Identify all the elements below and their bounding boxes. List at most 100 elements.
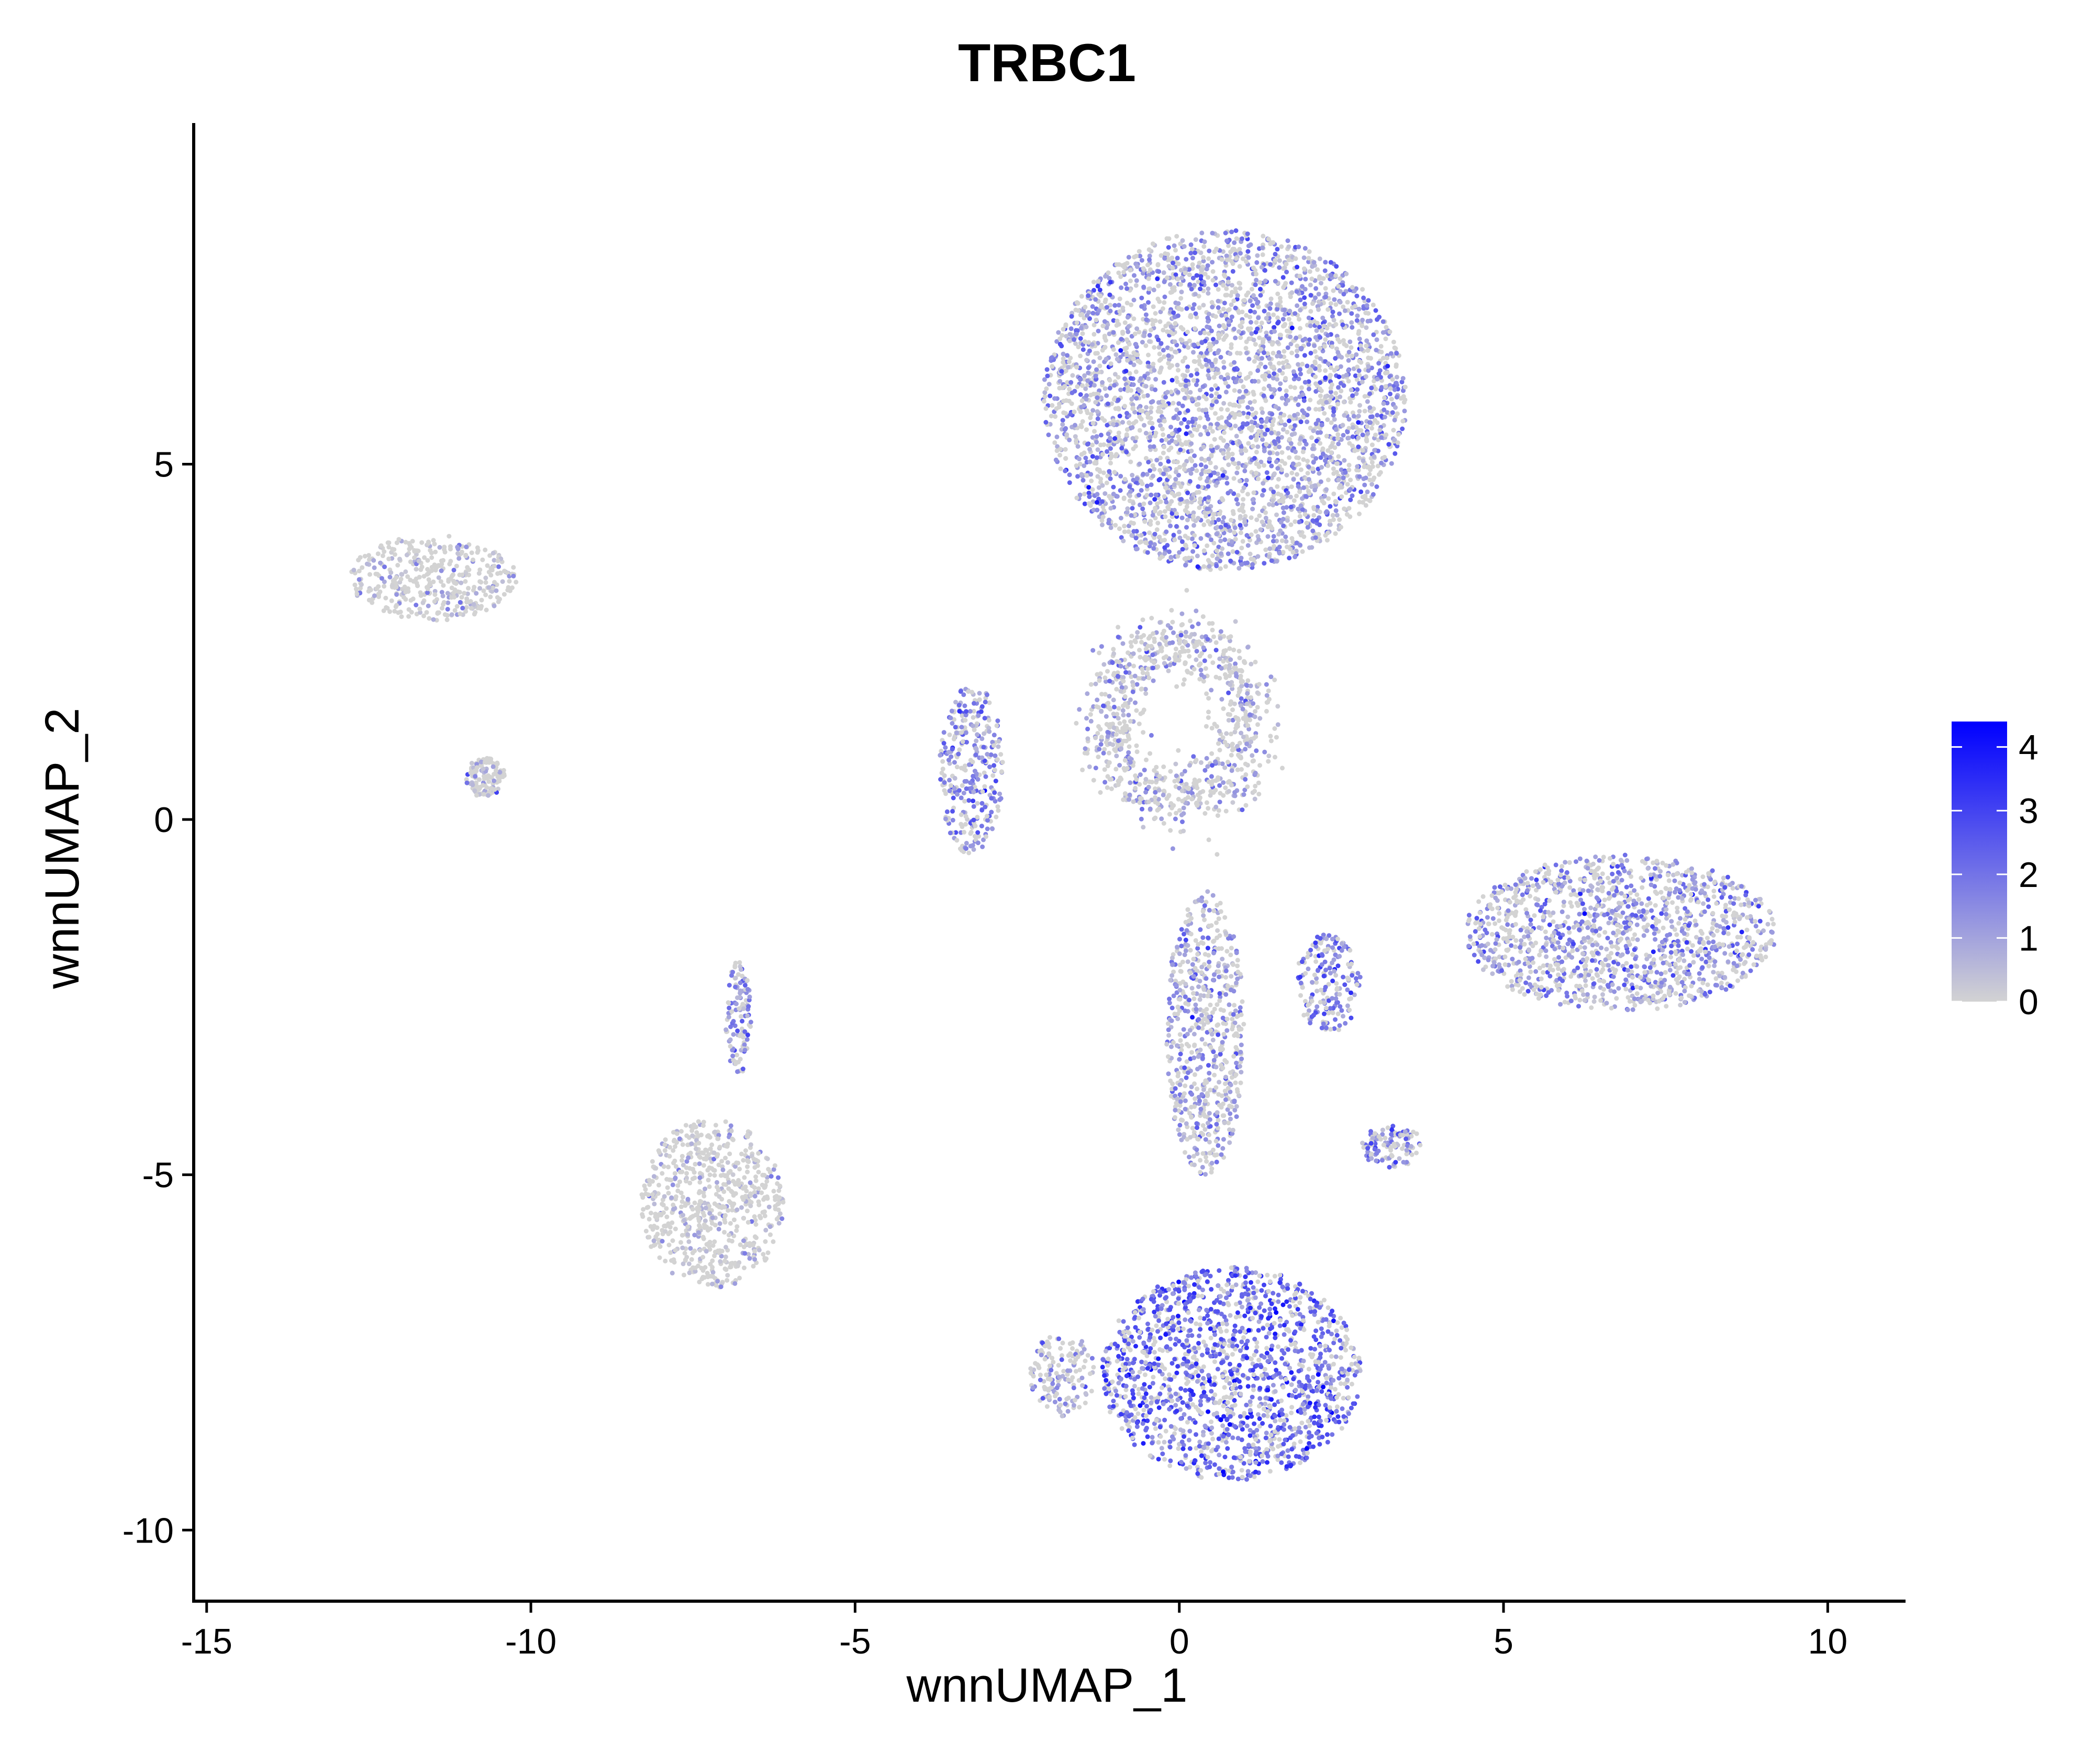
cell-point (1102, 491, 1108, 496)
cell-point (1214, 548, 1219, 553)
cell-point (1238, 251, 1243, 256)
cell-point (1145, 262, 1150, 268)
cell-point (1387, 329, 1393, 335)
cell-point (1289, 280, 1294, 285)
cell-point (1289, 290, 1295, 295)
cell-point (1085, 441, 1090, 447)
cell-point (1229, 229, 1234, 235)
cell-point (1241, 509, 1246, 514)
cell-point (692, 1233, 697, 1238)
cell-point (752, 1165, 758, 1170)
cell-point (1365, 431, 1371, 436)
cell-point (1166, 245, 1171, 250)
cell-point (1295, 264, 1300, 270)
cell-point (1046, 432, 1051, 437)
cell-point (680, 1142, 685, 1147)
cell-point (1269, 342, 1275, 347)
cell-point (1177, 427, 1182, 432)
cell-point (1106, 520, 1111, 526)
cell-point (383, 595, 388, 601)
cell-point (1341, 432, 1346, 438)
cell-point (1296, 484, 1301, 489)
cell-point (1138, 376, 1143, 381)
cell-point (674, 1164, 678, 1169)
cell-point (1357, 409, 1362, 414)
cell-point (1372, 448, 1377, 453)
cell-point (1212, 437, 1217, 442)
cell-point (1324, 487, 1329, 492)
cell-point (1313, 381, 1318, 386)
cell-point (728, 1123, 733, 1128)
cell-point (1388, 351, 1394, 356)
cell-point (1183, 383, 1188, 389)
cell-point (746, 1252, 751, 1257)
cell-point (701, 1119, 706, 1125)
cell-point (1223, 564, 1228, 569)
cell-point (728, 1261, 733, 1266)
cell-point (1108, 506, 1113, 511)
cell-point (1276, 476, 1281, 482)
cell-point (1232, 240, 1237, 245)
cell-point (1360, 448, 1365, 453)
cell-point (1234, 236, 1239, 241)
cell-point (432, 592, 438, 597)
cell-point (1318, 441, 1323, 446)
cell-point (1271, 489, 1276, 494)
cell-point (723, 1267, 729, 1272)
cell-point (366, 597, 372, 603)
cell-point (671, 1206, 676, 1212)
cell-point (1313, 335, 1318, 340)
cell-point (753, 1217, 758, 1223)
cell-point (1197, 260, 1202, 265)
cell-point (728, 1264, 733, 1270)
cell-point (1248, 320, 1253, 325)
cell-point (671, 1130, 676, 1135)
cell-point (1086, 370, 1091, 375)
cell-point (1364, 338, 1369, 343)
cell-point (1212, 1392, 1218, 1397)
cell-point (1295, 303, 1300, 308)
cell-point (1118, 474, 1123, 479)
cell-point (448, 559, 453, 564)
cell-point (1070, 373, 1075, 378)
cell-point (671, 1148, 676, 1153)
cell-point (1268, 262, 1273, 267)
cell-point (1280, 275, 1286, 280)
cell-point (1302, 380, 1308, 385)
cell-point (386, 556, 392, 561)
cell-point (1252, 1337, 1257, 1341)
cell-point (1251, 337, 1256, 342)
cell-point (679, 1129, 684, 1134)
cell-point (1338, 483, 1343, 488)
cell-point (1301, 398, 1307, 403)
cell-point (721, 1182, 726, 1187)
cell-point (1139, 295, 1144, 301)
cell-point (1282, 495, 1287, 501)
cell-point (1145, 550, 1150, 555)
cell-point (1090, 442, 1095, 448)
cell-point (678, 1190, 684, 1195)
cell-point (670, 1220, 675, 1225)
cell-point (1221, 323, 1226, 328)
cell-point (491, 764, 496, 769)
cell-point (427, 569, 432, 574)
cell-point (1167, 519, 1172, 524)
cell-point (1270, 498, 1275, 503)
cell-point (1065, 353, 1070, 358)
cell-point (1118, 387, 1123, 393)
cell-point (1367, 498, 1373, 503)
cell-point (757, 1214, 762, 1218)
cell-point (431, 538, 436, 543)
cell-point (1088, 393, 1093, 397)
cell-point (1306, 256, 1311, 261)
cell-point (1338, 299, 1343, 305)
cell-point (1254, 461, 1259, 467)
cell-point (1144, 483, 1150, 489)
cell-point (1183, 543, 1188, 549)
cell-point (1210, 269, 1216, 274)
cell-point (1190, 306, 1196, 311)
cell-point (1298, 436, 1304, 441)
cell-point (1169, 256, 1175, 261)
cell-point (1256, 315, 1261, 320)
cell-point (1228, 249, 1233, 254)
